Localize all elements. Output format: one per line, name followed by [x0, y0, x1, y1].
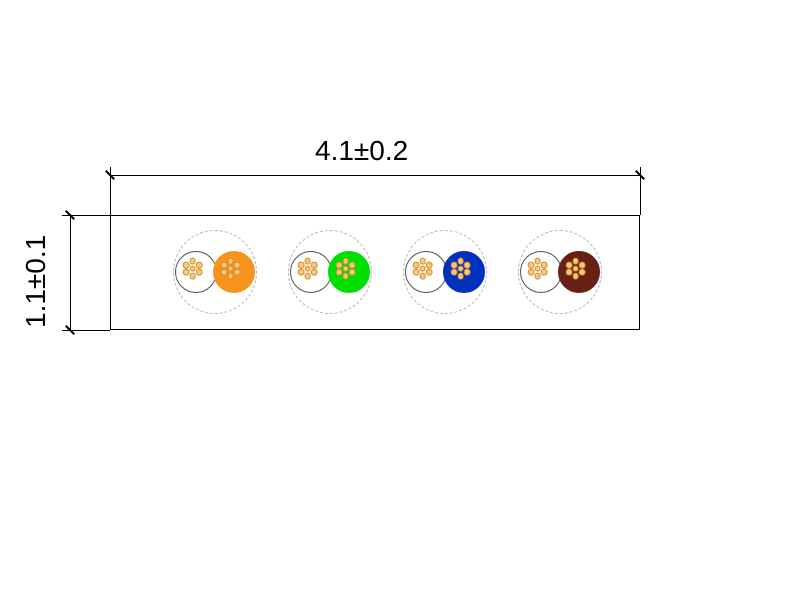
conductor-icon — [329, 252, 369, 292]
conductor-icon — [176, 252, 216, 292]
wire-1-2 — [213, 251, 255, 293]
wire-1-1 — [175, 251, 217, 293]
conductor-icon — [406, 252, 446, 292]
dimension-height-label: 1.1±0.1 — [20, 234, 52, 327]
wire-4-2 — [558, 251, 600, 293]
wire-3-1 — [405, 251, 447, 293]
conductor-icon — [291, 252, 331, 292]
wire-2-2 — [328, 251, 370, 293]
wire-4-1 — [520, 251, 562, 293]
wire-3-2 — [443, 251, 485, 293]
cable-cross-section-diagram: 4.1±0.2 1.1±0.1 — [0, 0, 800, 600]
conductor-icon — [444, 252, 484, 292]
conductor-icon — [559, 252, 599, 292]
dimension-line-width — [110, 175, 640, 176]
conductor-icon — [214, 252, 254, 292]
wire-2-1 — [290, 251, 332, 293]
dimension-width-label: 4.1±0.2 — [315, 135, 408, 167]
conductor-icon — [521, 252, 561, 292]
dimension-line-height — [70, 215, 71, 330]
